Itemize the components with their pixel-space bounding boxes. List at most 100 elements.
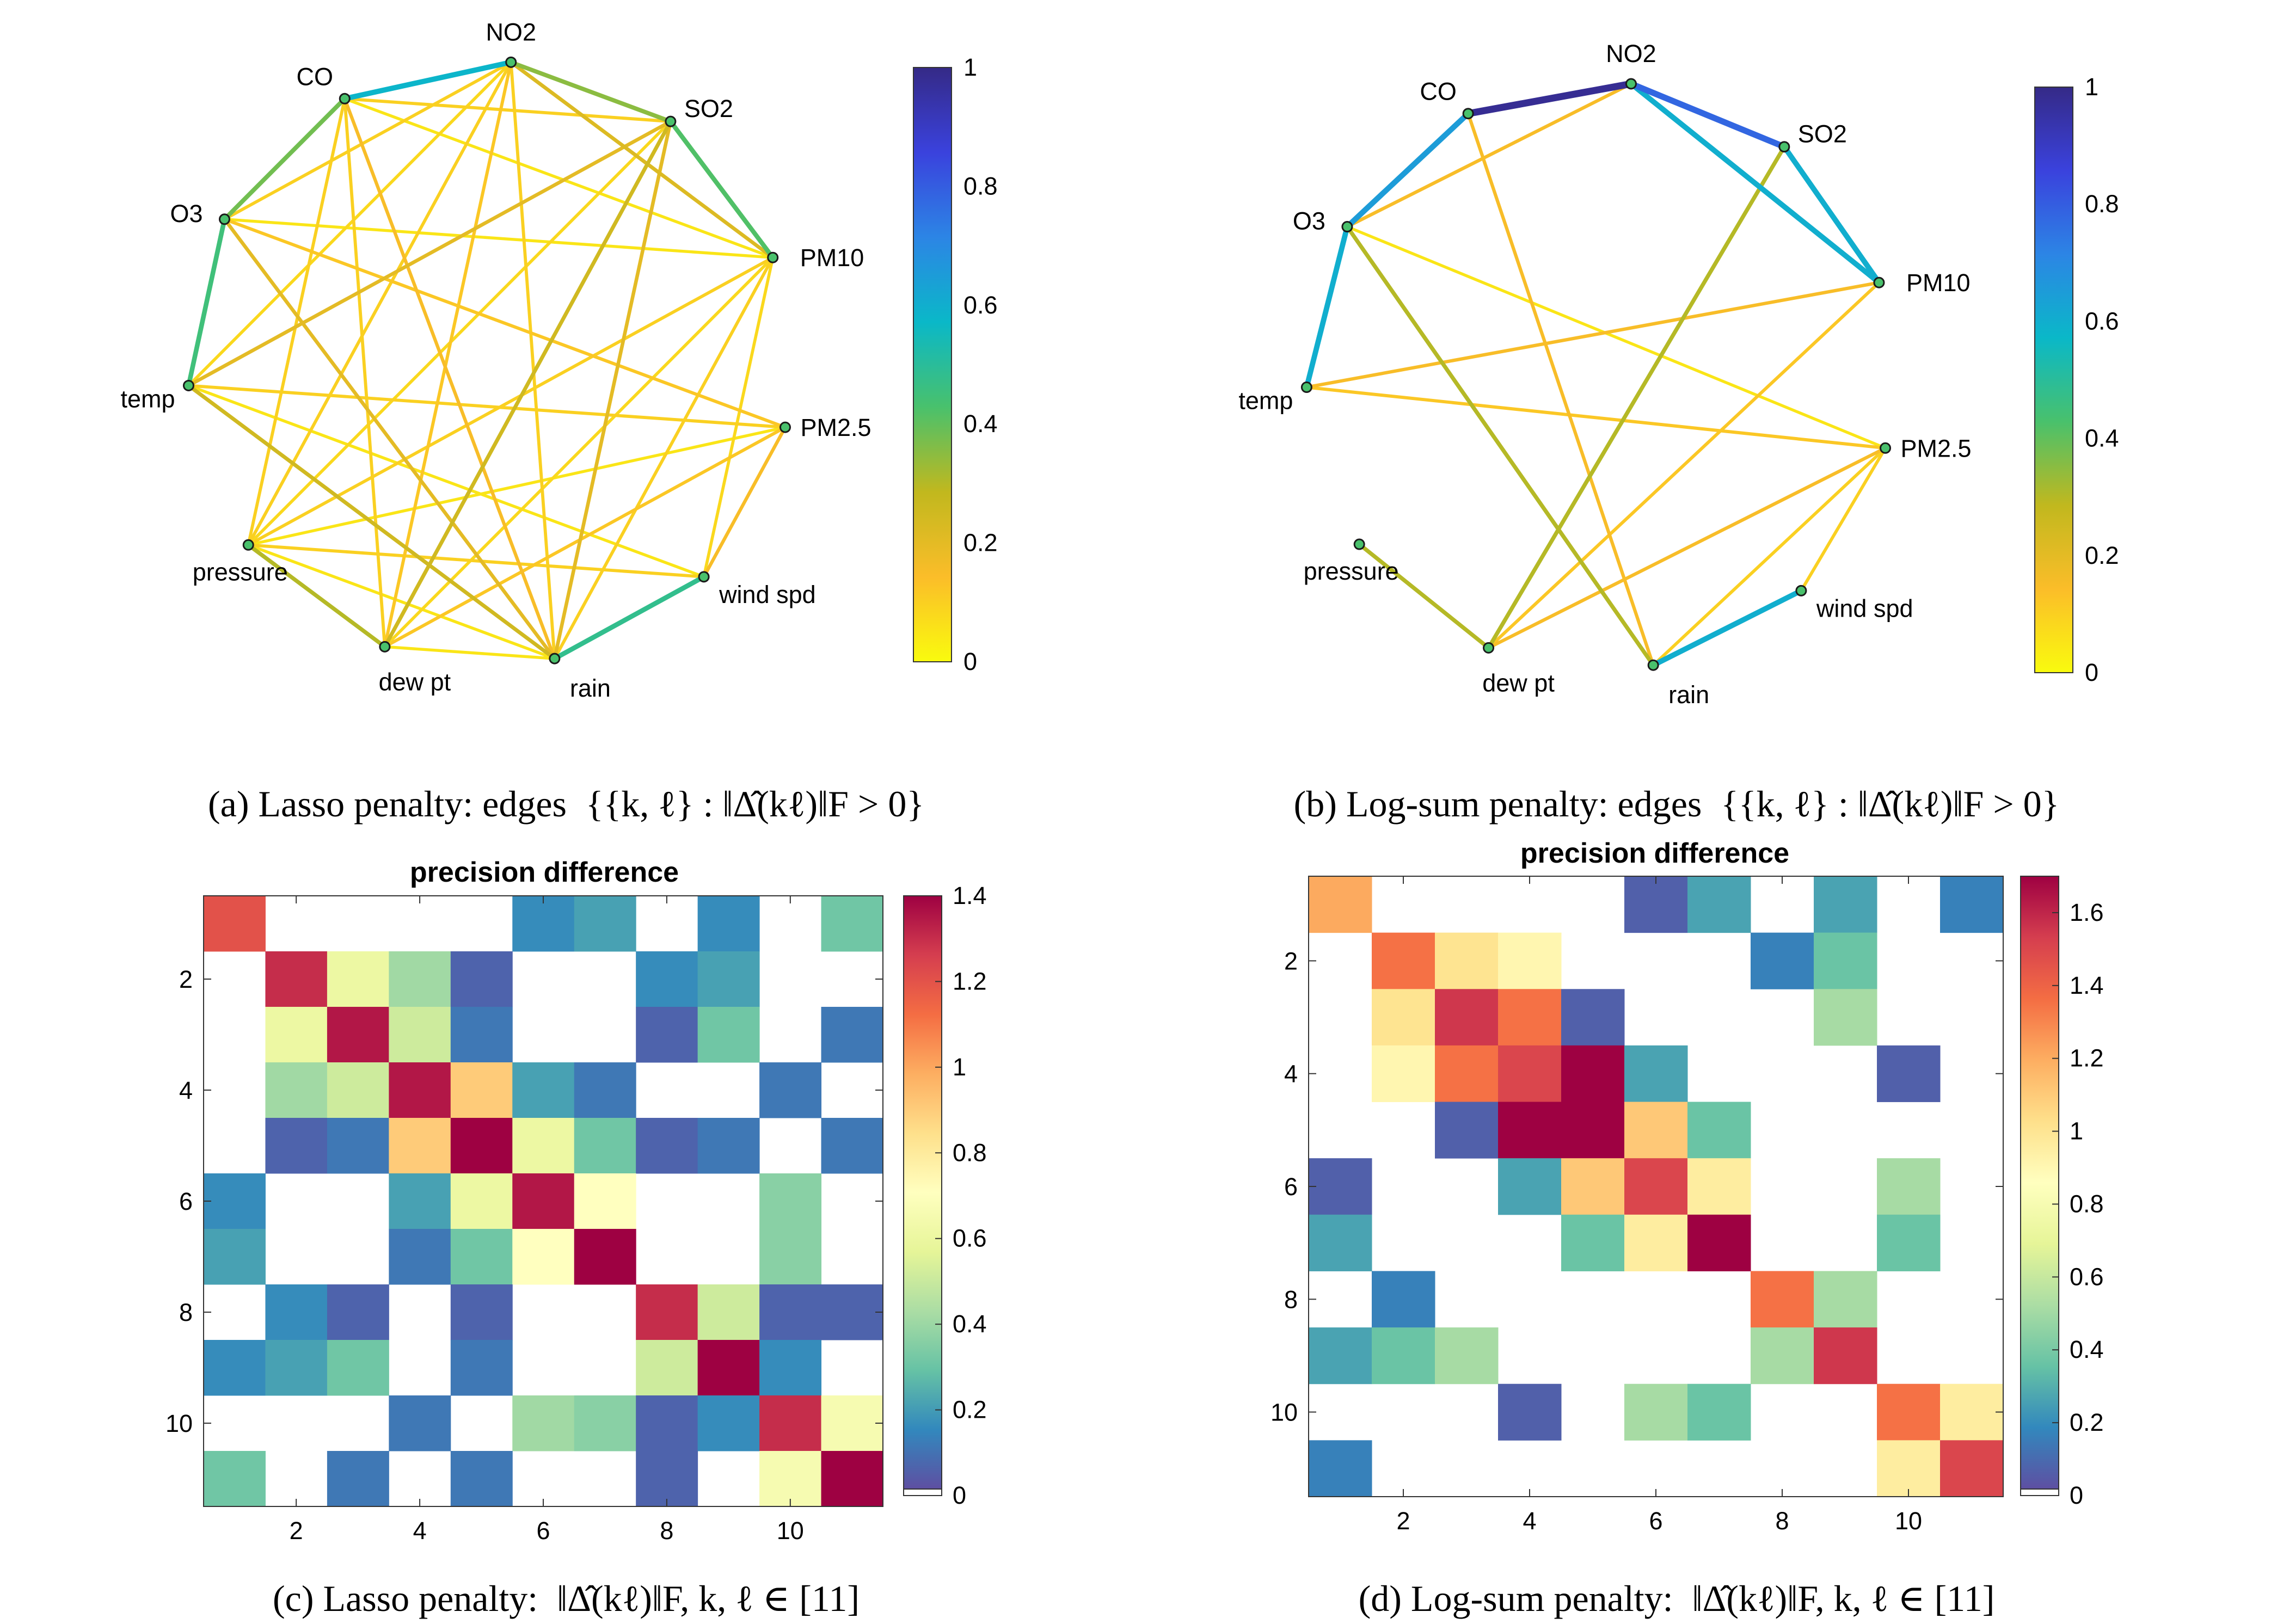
edge-NO2-O3: [1345, 82, 1633, 229]
colorbar-a-tick: 0: [963, 648, 977, 675]
heatmap-cell: [389, 951, 451, 1007]
heatmap-cell: [1940, 1440, 2004, 1497]
heatmap-c-cells: [204, 896, 883, 1507]
node-label-windspd: wind spd: [719, 581, 816, 608]
heatmap-cell: [821, 1395, 883, 1451]
colorbar-d-tick: 0.8: [2070, 1190, 2104, 1217]
network-a-labels: NO2 SO2 PM10 PM2.5 wind spd rain dew pt pressur…: [120, 18, 871, 702]
heatmap-cell: [759, 1340, 822, 1396]
heatmap-cell: [1624, 876, 1688, 933]
heatmap-cell: [1561, 1158, 1625, 1215]
heatmap-cell: [1814, 876, 1877, 933]
heatmap-cell: [1624, 1383, 1688, 1441]
colorbar-b-tick: 0.6: [2085, 307, 2119, 335]
heatmap-cell: [327, 1284, 389, 1340]
heatmap-cell: [512, 1062, 575, 1118]
node-temp: [1300, 382, 1312, 393]
colorbar-c-tick: 0: [953, 1481, 966, 1509]
edge-PM10-windspd: [702, 256, 775, 579]
colorbar-c: [903, 895, 942, 1490]
heatmap-cell: [636, 951, 698, 1007]
edge-O3-temp: [1304, 224, 1350, 390]
heatmap-cell: [1309, 1440, 1372, 1497]
y-tick-label: 4: [1284, 1060, 1298, 1088]
heatmap-cell: [636, 1007, 698, 1063]
heatmap-cell: [204, 1173, 266, 1229]
node-CO: [339, 93, 351, 104]
heatmap-cell: [759, 1284, 822, 1340]
edge-NO2-PM10: [1628, 81, 1882, 286]
heatmap-cell: [697, 951, 760, 1007]
heatmap-cell: [1498, 1102, 1562, 1159]
heatmap-cell: [1687, 1383, 1751, 1441]
colorbar-d: [2020, 876, 2059, 1490]
colorbar-d-tick: 0: [2070, 1481, 2083, 1509]
node-PM10: [767, 251, 779, 263]
edge-SO2-dewpt: [383, 119, 673, 649]
heatmap-cell: [1372, 989, 1435, 1046]
heatmap-cell: [1309, 876, 1372, 933]
node-label-dewpt: dew pt: [379, 668, 451, 696]
heatmap-cell: [574, 1229, 636, 1285]
heatmap-cell: [821, 896, 883, 952]
y-tick-label: 8: [179, 1299, 193, 1326]
colorbar-a-tick: 0.8: [963, 172, 998, 200]
node-pressure: [1353, 538, 1365, 550]
heatmap-cell: [1372, 932, 1435, 989]
heatmap-cell: [821, 1118, 883, 1174]
heatmap-cell: [574, 896, 636, 952]
edge-O3-PM25: [223, 217, 787, 429]
edge-NO2-O3: [223, 60, 513, 221]
heatmap-cell: [1498, 1383, 1562, 1441]
network-b-nodes: [1300, 78, 1892, 671]
edge-PM25-windspd: [702, 426, 787, 579]
heatmap-cell: [265, 1340, 328, 1396]
heatmap-cell: [204, 1340, 266, 1396]
heatmap-cell: [759, 1062, 822, 1118]
x-tick-label: 2: [1396, 1507, 1410, 1535]
heatmap-cell: [821, 1007, 883, 1063]
colorbar-b-tick: 0.4: [2085, 425, 2119, 452]
node-windspd: [698, 571, 710, 583]
heatmap-cell: [1940, 876, 2004, 933]
heatmap-cell: [1498, 1045, 1562, 1103]
heatmap-cell: [759, 1451, 822, 1507]
heatmap-cell: [1877, 1214, 1941, 1271]
heatmap-cell: [327, 951, 389, 1007]
heatmap-cell: [512, 1173, 575, 1229]
colorbar-c-tick: 0.2: [953, 1396, 987, 1424]
heatmap-cell: [1372, 1271, 1435, 1328]
x-tick-label: 2: [290, 1517, 303, 1545]
edge-PM25-dewpt: [383, 426, 787, 649]
colorbar-d-tick: 0.4: [2070, 1336, 2104, 1363]
heatmap-d-axes: 2 4 6 8 10 2 4 6 8 10: [1270, 876, 2004, 1535]
heatmap-cell: [1561, 1102, 1625, 1159]
heatmap-cell: [450, 951, 513, 1007]
heatmap-c-colorbar: 0 0.2 0.4 0.6 0.8 1 1.2 1.4: [903, 882, 987, 1509]
heatmap-cell: [1814, 1271, 1877, 1328]
node-dewpt: [1483, 642, 1495, 654]
heatmap-cell: [512, 1395, 575, 1451]
colorbar-c-tick: 1: [953, 1053, 966, 1081]
node-label-PM10: PM10: [800, 244, 864, 272]
edge-SO2-dewpt: [1486, 145, 1787, 650]
edge-pressure-rain: [247, 543, 556, 660]
y-tick-label: 2: [1284, 947, 1298, 975]
heatmap-cell: [697, 896, 760, 952]
colorbar-c-zero-swatch: [903, 1488, 942, 1496]
colorbar-b-tick: 1: [2085, 73, 2098, 101]
heatmap-cell: [1435, 1045, 1499, 1103]
edge-CO-rain: [343, 97, 556, 661]
heatmap-cell: [389, 1118, 451, 1174]
node-label-SO2: SO2: [684, 95, 733, 122]
heatmap-cell: [574, 1395, 636, 1451]
node-PM25: [1880, 442, 1892, 454]
heatmap-cell: [1435, 932, 1499, 989]
edge-O3-PM25: [1346, 225, 1887, 450]
y-tick-label: 10: [165, 1410, 193, 1437]
network-b-colorbar: 0 0.2 0.4 0.6 0.8 1: [2034, 73, 2119, 686]
heatmap-cell: [759, 1395, 822, 1451]
heatmap-cell: [636, 1118, 698, 1174]
heatmap-cell: [821, 1451, 883, 1507]
y-tick-label: 6: [1284, 1173, 1298, 1201]
